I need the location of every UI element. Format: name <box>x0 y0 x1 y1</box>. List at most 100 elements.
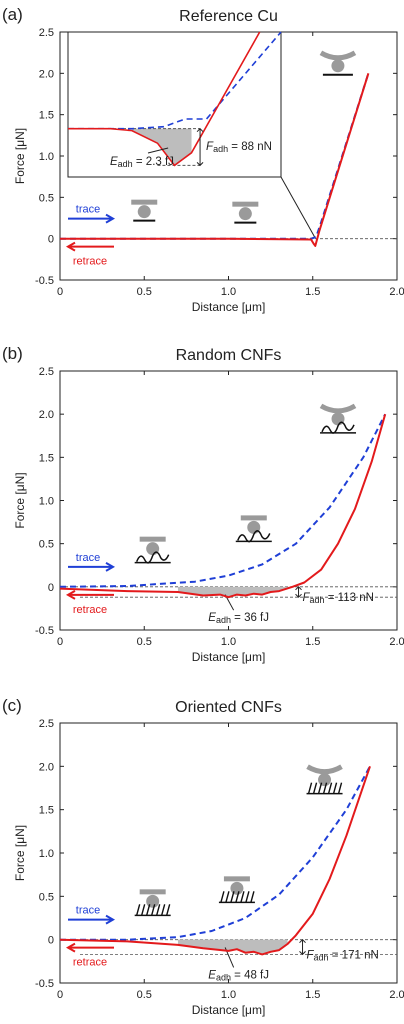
retrace-arrowhead <box>65 589 76 600</box>
oriented-fiber <box>220 891 225 903</box>
oriented-fiber <box>332 782 338 794</box>
y-axis-label: Force [μN] <box>13 472 27 528</box>
legend-retrace-label: retrace <box>73 957 107 969</box>
legend-retrace-label: retrace <box>73 604 107 616</box>
trace-line <box>59 413 387 588</box>
trace-arrowhead <box>105 914 116 925</box>
cantilever <box>131 199 158 205</box>
oriented-fiber <box>240 891 245 903</box>
y-tick-label: 0.5 <box>39 891 54 903</box>
legend-trace-label: trace <box>76 552 100 564</box>
x-tick-label: 0 <box>57 286 63 298</box>
y-tick-label: -0.5 <box>35 625 54 637</box>
cantilever <box>223 876 250 882</box>
x-tick-label: 0 <box>57 989 63 1001</box>
oriented-fiber <box>155 904 161 916</box>
probe-icon-loaded <box>319 50 357 76</box>
y-tick-label: 1.5 <box>39 110 54 122</box>
y-tick-label: 0 <box>48 582 54 594</box>
f-adh-label: Fadh = 113 nN <box>303 592 374 605</box>
x-tick-label: 1.0 <box>221 989 236 1001</box>
x-tick-label: 1.0 <box>221 636 236 648</box>
probe-icon-far <box>131 199 158 222</box>
oriented-fiber <box>230 891 235 903</box>
y-axis-label: Force [μN] <box>13 825 27 881</box>
probe-icon-loaded <box>306 764 343 795</box>
cantilever <box>232 201 259 207</box>
panel-a: (a) Reference Cu-0.500.51.01.52.02.50 0.5 1… <box>2 5 404 314</box>
chart-title: Oriented CNFs <box>175 699 282 716</box>
legend-trace-label: trace <box>76 905 100 917</box>
y-tick-label: 2.0 <box>39 761 54 773</box>
oriented-fiber <box>250 891 255 903</box>
panel-letter: (a) <box>2 5 23 24</box>
e-adh-label: Eadh = 2.3 fJ <box>110 156 174 169</box>
y-tick-label: -0.5 <box>35 275 54 287</box>
y-axis-label: Force [μN] <box>13 128 27 184</box>
oriented-fiber <box>337 782 343 794</box>
arrowhead <box>299 938 306 944</box>
y-tick-label: 1.5 <box>39 805 54 817</box>
y-tick-label: 2.5 <box>39 718 54 730</box>
oriented-fiber <box>307 782 313 794</box>
arrowhead <box>295 586 302 591</box>
x-tick-label: 0.5 <box>137 989 152 1001</box>
y-tick-label: 1.0 <box>39 496 54 508</box>
retrace-line <box>59 765 371 956</box>
probe-tip <box>318 773 332 787</box>
e-adh-label: Eadh = 36 fJ <box>208 612 269 625</box>
probe-icon-far <box>134 536 171 564</box>
oriented-fiber <box>135 904 141 916</box>
e-adh-label: Eadh = 48 fJ <box>208 969 269 982</box>
x-axis-label: Distance [μm] <box>192 1003 266 1017</box>
trace-line <box>60 765 371 941</box>
probe-tip <box>146 894 160 908</box>
cantilever <box>139 889 166 895</box>
x-tick-label: 2.0 <box>389 286 404 298</box>
y-tick-label: 2.0 <box>39 68 54 80</box>
f-adh-label: Fadh = 88 nN <box>206 141 272 154</box>
x-tick-label: 2.0 <box>389 989 404 1001</box>
cantilever <box>240 515 267 521</box>
legend-retrace-label: retrace <box>73 256 107 268</box>
y-tick-label: 2.5 <box>39 27 54 39</box>
probe-icon-contact <box>235 515 272 543</box>
oriented-fiber <box>225 891 230 903</box>
panel-letter: (c) <box>2 696 22 715</box>
trace-arrowhead <box>105 561 116 572</box>
inset-leader <box>280 176 315 237</box>
cantilever-bent <box>306 764 343 775</box>
retrace-arrowhead <box>65 942 76 953</box>
oriented-fiber <box>312 782 318 794</box>
probe-icon-contact <box>218 876 255 904</box>
trace-arrowhead <box>105 213 116 224</box>
y-tick-label: 1.0 <box>39 848 54 860</box>
oriented-fiber <box>245 891 250 903</box>
x-tick-label: 1.0 <box>221 286 236 298</box>
oriented-fiber <box>322 782 328 794</box>
inset: Fadh = 88 nN Eadh = 2.3 fJ <box>67 31 315 237</box>
retrace-arrowhead <box>65 241 76 252</box>
chart-title: Reference Cu <box>179 8 278 25</box>
arrowhead <box>299 951 306 956</box>
y-tick-label: 0.5 <box>39 192 54 204</box>
y-tick-label: 2.0 <box>39 409 54 421</box>
y-tick-label: 0 <box>48 935 54 947</box>
x-tick-label: 1.5 <box>305 286 320 298</box>
inset-retrace-line <box>68 31 261 167</box>
y-tick-label: -0.5 <box>35 978 54 990</box>
oriented-fiber <box>160 904 166 916</box>
probe-tip <box>137 205 151 219</box>
x-tick-label: 0.5 <box>137 286 152 298</box>
oriented-fiber <box>235 891 240 903</box>
probe-icon-far <box>134 889 171 917</box>
adhesion-area <box>177 939 288 955</box>
panel-c: (c) Oriented CNFs-0.500.51.01.52.02.50 0.5… <box>2 696 404 1017</box>
x-tick-label: 1.5 <box>305 989 320 1001</box>
probe-icon-loaded <box>319 403 357 434</box>
y-tick-label: 0 <box>48 234 54 246</box>
retrace-line <box>60 73 370 247</box>
inset-trace-line <box>68 31 282 130</box>
oriented-fiber <box>140 904 146 916</box>
